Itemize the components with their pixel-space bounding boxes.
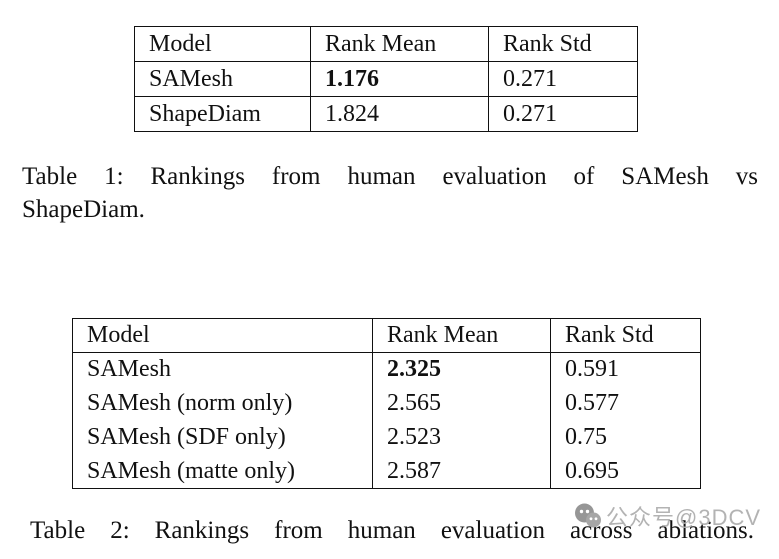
table-row: SAMesh (norm only) 2.565 0.577	[73, 386, 701, 421]
table-1-cell-model: SAMesh	[134, 61, 311, 97]
table-2-header-rank-mean: Rank Mean	[372, 318, 551, 353]
table-2-cell-model: SAMesh (SDF only)	[87, 424, 286, 450]
table-1-header-rank-mean: Rank Mean	[310, 26, 489, 62]
table-1-cell-rank-mean: 1.176	[310, 61, 489, 97]
table-1-cell-model: ShapeDiam	[134, 96, 311, 132]
table-row: SAMesh 1.176 0.271	[134, 61, 638, 97]
table-2-cell-rank-std: 0.577	[550, 386, 701, 421]
table-row: ShapeDiam 1.824 0.271	[134, 96, 638, 132]
table-2-header-rank-std: Rank Std	[550, 318, 701, 353]
table-1-header-model: Model	[134, 26, 311, 62]
table-1-caption-line-1: Table 1: Rankings from human evaluation …	[22, 163, 758, 190]
table-1-caption: Table 1: Rankings from human evaluation …	[22, 160, 758, 226]
table-2-caption: Table 2: Rankings from human evaluation …	[30, 517, 754, 544]
table-2-cell-rank-mean: 2.587	[372, 454, 551, 489]
table-1: Model Rank Mean Rank Std SAMesh 1.176 0.…	[134, 26, 638, 132]
table-2-header-model: Model	[72, 318, 373, 353]
table-2-cell-rank-std: 0.591	[550, 352, 701, 387]
table-1-cell-rank-mean: 1.824	[310, 96, 489, 132]
table-row: SAMesh (matte only) 2.587 0.695	[73, 454, 701, 489]
table-1-header-rank-std: Rank Std	[488, 26, 638, 62]
table-2-header-row: Model Rank Mean Rank Std	[72, 318, 701, 353]
table-1-cell-rank-std: 0.271	[488, 61, 638, 97]
table-2-cell-model: SAMesh	[87, 356, 172, 383]
table-2-cell-model: SAMesh (matte only)	[87, 457, 295, 484]
table-2-cell-rank-mean: 2.325	[372, 352, 551, 387]
table-row: SAMesh (SDF only) 2.523 0.75	[73, 420, 701, 455]
table-1-header-row: Model Rank Mean Rank Std	[134, 26, 638, 62]
table-row: SAMesh 2.325 0.591	[73, 352, 701, 387]
table-1-caption-line-2: ShapeDiam.	[22, 196, 145, 223]
table-2-cell-model: SAMesh (norm only)	[87, 390, 293, 416]
table-2-cell-rank-std: 0.75	[550, 420, 701, 455]
table-2-cell-rank-mean: 2.565	[372, 386, 551, 421]
table-2: Model Rank Mean Rank Std SAMesh 2.325 0.…	[72, 318, 701, 489]
table-2-cell-rank-mean: 2.523	[372, 420, 551, 455]
table-2-cell-rank-std: 0.695	[550, 454, 701, 489]
table-1-cell-rank-std: 0.271	[488, 96, 638, 132]
